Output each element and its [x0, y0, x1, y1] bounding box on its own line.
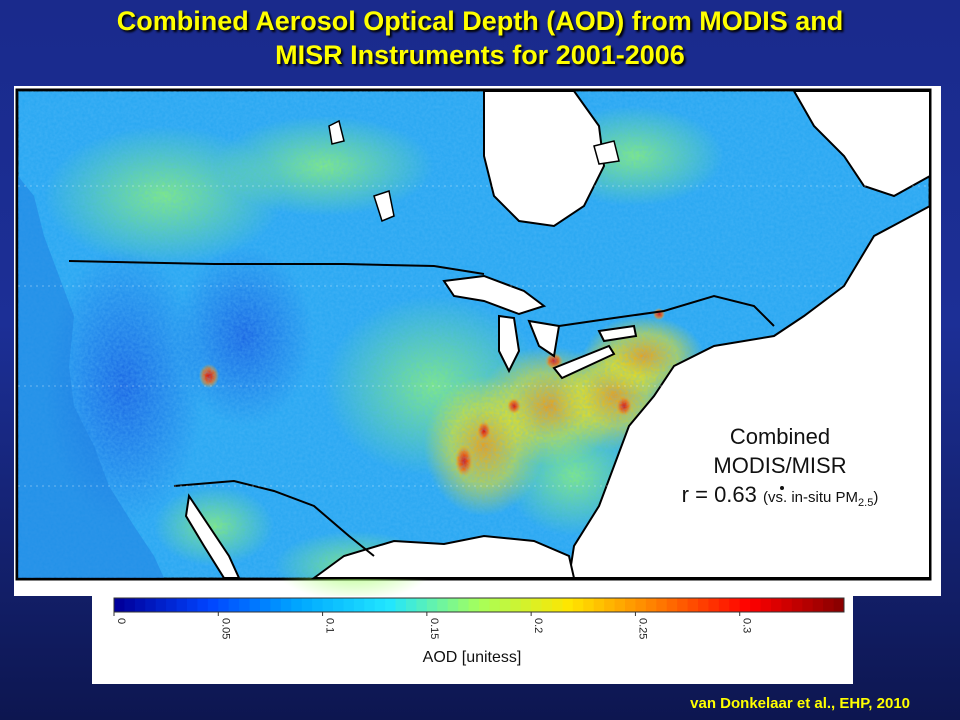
slide-title: Combined Aerosol Optical Depth (AOD) fro… — [0, 4, 960, 72]
colorbar-cell — [437, 598, 449, 612]
colorbar-label: AOD [unitess] — [423, 649, 522, 666]
citation: van Donkelaar et al., EHP, 2010 — [690, 695, 910, 712]
colorbar-cell — [479, 598, 490, 612]
colorbar-cell — [395, 598, 407, 612]
colorbar-panel: 0 0.05 0.1 0.15 0.2 0.25 0.3 AOD [unitess] — [92, 596, 853, 684]
colorbar-cell — [593, 598, 605, 612]
colorbar-cell — [260, 598, 271, 612]
colorbar-cell — [666, 598, 678, 612]
colorbar-cell — [510, 598, 522, 612]
colorbar-cell — [385, 598, 397, 612]
colorbar-cell — [124, 598, 136, 612]
colorbar-cell — [114, 598, 125, 612]
colorbar-cell — [364, 598, 376, 612]
colorbar-cell — [489, 598, 501, 612]
colorbar-cell — [541, 598, 553, 612]
colorbar-cell — [708, 598, 720, 612]
colorbar-cell — [802, 598, 814, 612]
colorbar-cell — [771, 598, 782, 612]
colorbar-cell — [625, 598, 636, 612]
colorbar-cell — [718, 598, 730, 612]
colorbar-tick-label: 0 — [115, 618, 127, 624]
colorbar-cell — [791, 598, 803, 612]
colorbar-cell — [176, 598, 188, 612]
colorbar-cell — [249, 598, 261, 612]
annotation-line-2: MODIS/MISR — [713, 453, 847, 478]
colorbar-cell — [604, 598, 616, 612]
colorbar-cell — [197, 598, 209, 612]
colorbar-cells — [113, 597, 845, 613]
colorbar-cell — [270, 598, 282, 612]
colorbar-cell — [322, 598, 334, 612]
colorbar-cell — [239, 598, 251, 612]
colorbar-svg: 0 0.05 0.1 0.15 0.2 0.25 0.3 AOD [unitess] — [113, 597, 845, 666]
colorbar-cell — [166, 598, 178, 612]
colorbar-cell — [760, 598, 772, 612]
colorbar-tick-label: 0.15 — [428, 618, 440, 639]
colorbar-cell — [520, 598, 532, 612]
colorbar-cell — [134, 598, 146, 612]
colorbar-cell — [781, 598, 793, 612]
annotation-dot — [780, 486, 784, 490]
colorbar-cell — [187, 598, 198, 612]
colorbar-tick-label: 0.25 — [636, 618, 648, 639]
colorbar-cell — [698, 598, 709, 612]
colorbar-cell — [291, 598, 303, 612]
colorbar-cell — [406, 598, 417, 612]
correlation-value: r = 0.63 — [681, 482, 757, 507]
colorbar-cell — [312, 598, 324, 612]
colorbar-cell — [218, 598, 230, 612]
aod-map-svg — [15, 88, 932, 596]
annotation-line-1: Combined — [729, 424, 831, 449]
colorbar-cell — [656, 598, 668, 612]
colorbar-cell — [499, 598, 511, 612]
colorbar-cell — [823, 598, 835, 612]
pm-subscript: 2.5 — [858, 497, 874, 509]
colorbar-cell — [552, 598, 563, 612]
colorbar-cell — [155, 598, 167, 612]
colorbar-cell — [645, 598, 657, 612]
colorbar-cell — [468, 598, 480, 612]
colorbar-cell — [416, 598, 428, 612]
colorbar-cell — [145, 598, 157, 612]
reference-text: (vs. in-situ PM — [763, 489, 859, 506]
colorbar-cell — [729, 598, 741, 612]
colorbar-cell — [228, 598, 240, 612]
colorbar-tick-label: 0.3 — [741, 618, 753, 633]
colorbar-cell — [635, 598, 647, 612]
aod-map — [14, 86, 941, 596]
title-line-1: Combined Aerosol Optical Depth (AOD) fro… — [116, 6, 844, 36]
colorbar-cell — [426, 598, 438, 612]
colorbar-cell — [687, 598, 699, 612]
colorbar-ticks: 0 0.05 0.1 0.15 0.2 0.25 0.3 — [113, 612, 753, 639]
colorbar-cell — [572, 598, 584, 612]
colorbar-tick-label: 0.1 — [324, 618, 336, 633]
colorbar-cell — [614, 598, 626, 612]
colorbar-cell — [750, 598, 762, 612]
colorbar-cell — [333, 598, 344, 612]
correlation-reference: (vs. in-situ PM2.5) — [763, 489, 879, 509]
colorbar-cell — [353, 598, 365, 612]
colorbar-cell — [301, 598, 313, 612]
colorbar-cell — [562, 598, 574, 612]
colorbar-cell — [280, 598, 292, 612]
colorbar-tick-label: 0.2 — [532, 618, 544, 633]
colorbar-tick-label: 0.05 — [219, 618, 231, 639]
colorbar-cell — [374, 598, 386, 612]
colorbar-cell — [812, 598, 824, 612]
colorbar-cell — [739, 598, 751, 612]
colorbar-outline — [113, 597, 845, 613]
colorbar-cell — [447, 598, 459, 612]
colorbar-cell — [207, 598, 219, 612]
colorbar-cell — [833, 598, 845, 612]
colorbar-cell — [531, 598, 543, 612]
colorbar-cell — [458, 598, 470, 612]
colorbar-cell — [343, 598, 355, 612]
title-line-2: MISR Instruments for 2001-2006 — [275, 40, 685, 70]
correlation-annotation: Combined MODIS/MISR r = 0.63 (vs. in-sit… — [630, 422, 930, 518]
reference-close: ) — [873, 489, 879, 506]
annotation-correlation: r = 0.63 (vs. in-situ PM2.5) — [630, 480, 930, 518]
colorbar-cell — [677, 598, 689, 612]
colorbar-cell — [583, 598, 595, 612]
